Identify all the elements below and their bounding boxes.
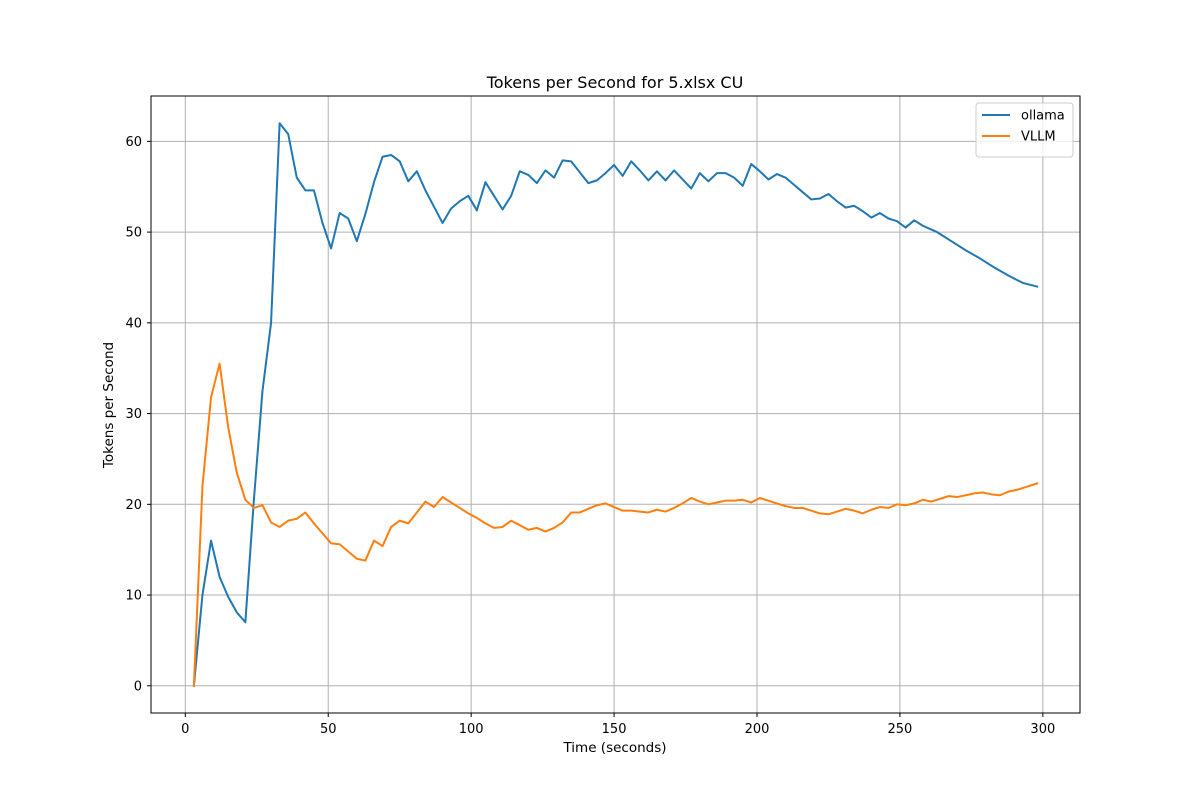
x-tick-label: 100: [459, 722, 484, 737]
series-line-ollama: [192, 122, 1039, 687]
legend-label-vllm: VLLM: [1021, 130, 1056, 145]
x-axis-title: Time (seconds): [562, 740, 666, 756]
series-lines: [192, 122, 1039, 687]
x-tick-label: 200: [745, 722, 770, 737]
series-line-vllm: [192, 362, 1039, 687]
y-tick-label: 10: [125, 589, 142, 604]
legend-label-ollama: ollama: [1021, 109, 1065, 124]
y-tick-label: 30: [125, 407, 142, 422]
legend: ollama VLLM: [975, 102, 1074, 158]
x-tick-label: 150: [602, 722, 627, 737]
y-tick-label: 40: [125, 316, 142, 331]
x-tick-label: 250: [888, 722, 913, 737]
y-tick-label: 0: [134, 679, 142, 694]
legend-box: [975, 102, 1074, 158]
y-axis-title: Tokens per Second: [101, 342, 117, 469]
axis-ticks: 0 50 100 150 200 250 300 0 10 20 30 40 50 60: [125, 135, 1055, 737]
x-tick-label: 50: [320, 722, 337, 737]
x-tick-label: 0: [181, 722, 189, 737]
x-tick-label: 300: [1030, 722, 1055, 737]
y-tick-label: 50: [125, 226, 142, 241]
axes-frame: [150, 95, 1081, 714]
y-tick-label: 60: [125, 135, 142, 150]
y-tick-label: 20: [125, 498, 142, 513]
chart-title: Tokens per Second for 5.xlsx CU: [486, 73, 744, 92]
